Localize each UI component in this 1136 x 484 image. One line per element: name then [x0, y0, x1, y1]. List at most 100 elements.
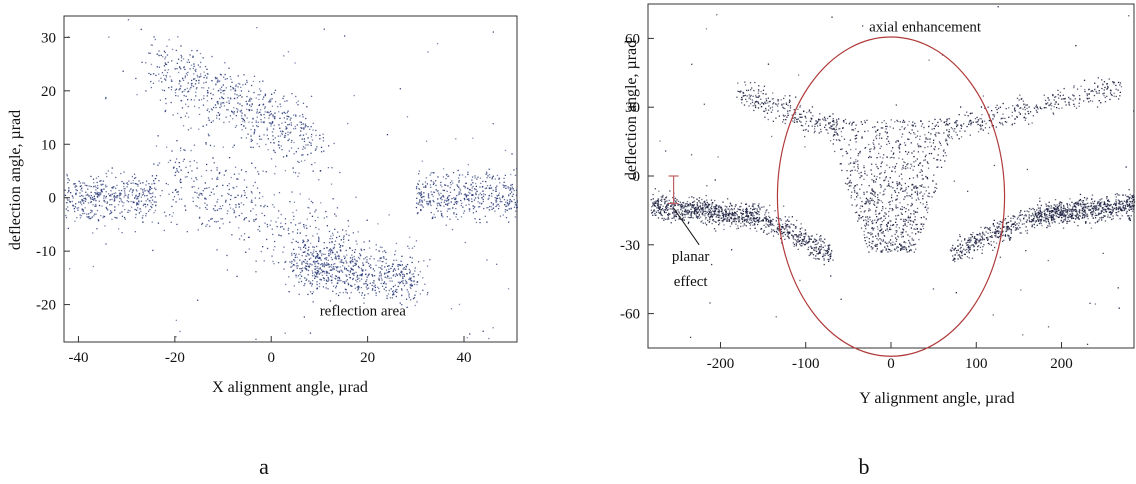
scatter-point: [1039, 221, 1042, 223]
scatter-point: [954, 258, 956, 260]
scatter-point: [966, 251, 968, 253]
scatter-point: [347, 225, 350, 227]
scatter-point: [978, 240, 980, 243]
scatter-point: [345, 268, 347, 270]
scatter-point: [812, 254, 815, 256]
scatter-point: [1054, 218, 1056, 221]
scatter-point: [308, 254, 310, 256]
scatter-point: [170, 86, 173, 88]
scatter-point: [999, 235, 1001, 238]
scatter-point: [497, 203, 499, 205]
scatter-point: [317, 273, 319, 275]
scatter-point: [216, 114, 218, 117]
scatter-point: [401, 289, 403, 291]
scatter-point: [665, 208, 667, 210]
scatter-point: [272, 260, 274, 263]
scatter-point: [429, 201, 431, 203]
scatter-point: [1094, 222, 1096, 224]
scatter-point: [460, 199, 462, 202]
scatter-point: [795, 227, 797, 229]
scatter-point: [495, 197, 498, 199]
scatter-point: [248, 100, 250, 102]
scatter-point: [179, 67, 181, 69]
scatter-point: [813, 247, 815, 249]
scatter-point: [451, 228, 454, 231]
scatter-point: [1044, 213, 1046, 215]
scatter-point: [502, 184, 504, 186]
scatter-point: [196, 74, 198, 76]
scatter-point: [810, 238, 812, 240]
scatter-point: [455, 216, 457, 218]
scatter-point: [1058, 216, 1060, 219]
scatter-point: [411, 285, 413, 287]
scatter-point: [111, 172, 113, 174]
scatter-point: [363, 283, 365, 285]
scatter-point: [989, 231, 992, 234]
scatter-point: [738, 208, 740, 211]
scatter-point: [354, 251, 356, 253]
scatter-point: [361, 292, 363, 294]
scatter-point: [692, 204, 695, 206]
scatter-point: [110, 195, 112, 197]
scatter-point: [97, 219, 100, 221]
scatter-point: [344, 281, 346, 283]
scatter-point: [488, 194, 491, 197]
scatter-point: [1053, 204, 1055, 206]
scatter-point: [197, 229, 199, 231]
scatter-point: [1062, 209, 1065, 212]
scatter-point: [202, 125, 204, 127]
scatter-point: [828, 246, 830, 248]
scatter-point: [765, 217, 768, 220]
scatter-point: [377, 223, 379, 225]
scatter-point: [331, 276, 333, 278]
scatter-point: [107, 193, 110, 195]
scatter-point: [951, 247, 953, 249]
scatter-point: [802, 243, 804, 245]
scatter-point: [253, 219, 255, 221]
scatter-point: [308, 280, 310, 282]
scatter-point: [172, 199, 174, 201]
scatter-point: [707, 206, 709, 209]
scatter-point: [135, 177, 137, 179]
scatter-point: [235, 125, 238, 127]
scatter-point: [282, 156, 285, 158]
scatter-point: [953, 258, 955, 260]
scatter-point: [236, 94, 238, 96]
scatter-point: [971, 257, 974, 259]
scatter-point: [355, 260, 357, 262]
scatter-point: [739, 206, 741, 208]
scatter-point: [404, 279, 407, 281]
scatter-point: [300, 280, 303, 283]
scatter-point: [1041, 213, 1043, 215]
scatter-point: [340, 250, 342, 252]
scatter-point: [804, 244, 806, 246]
scatter-point: [1028, 207, 1031, 210]
scatter-point: [217, 198, 219, 201]
scatter-point: [392, 269, 395, 271]
scatter-point: [86, 213, 88, 215]
scatter-point: [678, 211, 680, 213]
scatter-point: [335, 269, 338, 271]
scatter-point: [67, 199, 69, 201]
scatter-point: [206, 90, 209, 92]
scatter-point: [337, 255, 339, 257]
scatter-point: [366, 219, 368, 221]
scatter-point: [742, 212, 744, 215]
scatter-point: [238, 173, 240, 175]
scatter-point: [1010, 232, 1012, 234]
scatter-point: [467, 173, 469, 175]
scatter-point: [158, 162, 161, 164]
scatter-point: [319, 252, 321, 254]
scatter-point: [1126, 203, 1128, 206]
scatter-point: [203, 82, 205, 84]
scatter-point: [996, 236, 998, 238]
scatter-point: [66, 173, 68, 176]
scatter-point: [718, 211, 720, 213]
scatter-point: [1021, 213, 1023, 216]
scatter-point: [312, 235, 314, 237]
scatter-point: [952, 259, 954, 261]
scatter-point: [711, 216, 713, 218]
scatter-point: [320, 259, 322, 261]
scatter-point: [298, 281, 300, 283]
scatter-point: [185, 103, 187, 105]
